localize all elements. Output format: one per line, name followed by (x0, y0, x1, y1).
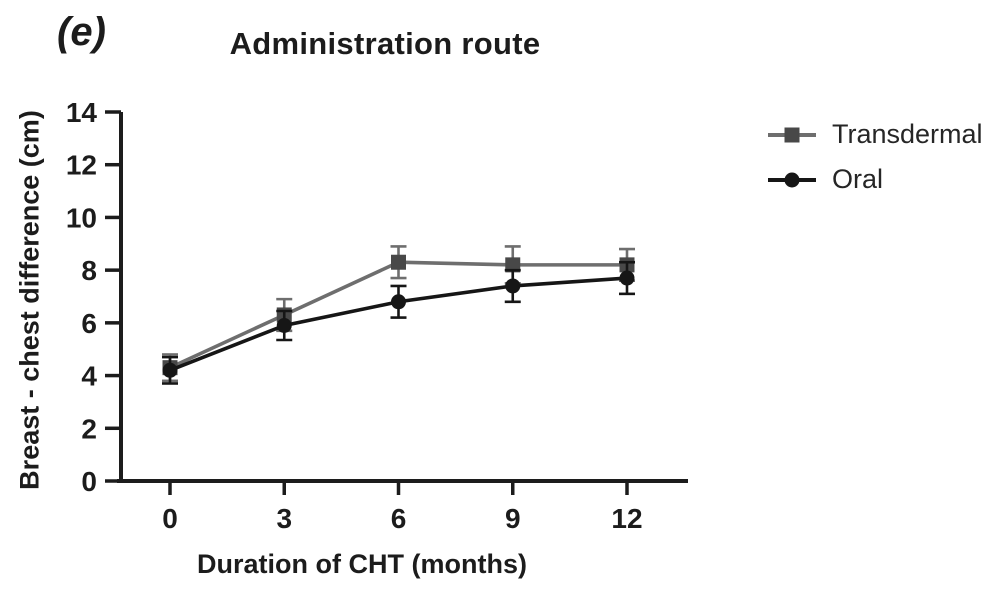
y-tick-label: 2 (81, 413, 97, 444)
x-axis: 0 3 6 9 12 (117, 479, 688, 534)
panel-label: (e) (57, 10, 106, 54)
data-point-circle (505, 278, 521, 294)
y-axis: 0 2 4 6 8 10 12 14 (66, 97, 123, 497)
legend-item-transdermal: Transdermal (768, 112, 983, 157)
y-tick-label: 4 (81, 361, 97, 392)
x-tick-label: 3 (276, 503, 292, 534)
data-point-circle (391, 294, 406, 310)
legend-item-label-transdermal: Transdermal (832, 119, 983, 149)
y-tick-label: 14 (66, 97, 98, 128)
data-point-square (505, 257, 521, 273)
data-point-square (391, 254, 406, 270)
legend-item-oral: Oral (768, 157, 983, 202)
y-tick-label: 12 (66, 150, 97, 181)
y-tick-label: 10 (66, 202, 97, 233)
series-oral (162, 260, 635, 385)
y-axis-label: Breast - chest difference (cm) (14, 110, 45, 490)
x-tick-label: 6 (391, 503, 407, 534)
x-tick-label: 9 (505, 503, 521, 534)
data-point-circle (276, 317, 292, 333)
y-tick-label: 8 (81, 255, 97, 286)
legend-marker-circle-icon (768, 172, 816, 187)
legend-marker-square-icon (768, 127, 816, 142)
data-point-circle (162, 362, 178, 378)
x-tick-label: 0 (162, 503, 178, 534)
data-point-circle (619, 270, 635, 286)
y-tick-label: 6 (81, 308, 97, 339)
chart-title: Administration route (229, 26, 541, 61)
x-tick-label: 12 (611, 503, 642, 534)
legend-item-label-oral: Oral (832, 164, 884, 194)
legend: Transdermal Oral (768, 112, 983, 202)
x-axis-label: Duration of CHT (months) (197, 549, 527, 579)
y-tick-label: 0 (81, 466, 97, 497)
